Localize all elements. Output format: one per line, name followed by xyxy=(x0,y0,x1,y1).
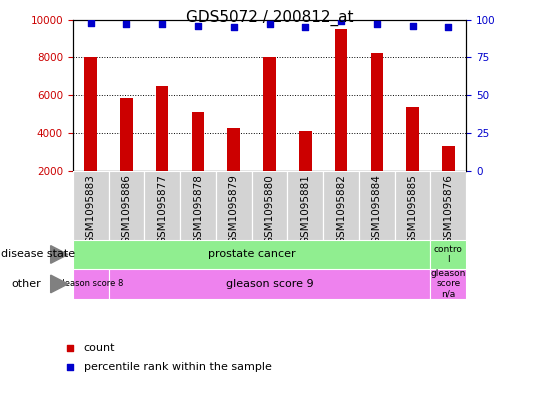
Bar xyxy=(359,171,395,240)
Point xyxy=(372,21,381,28)
Text: GSM1095877: GSM1095877 xyxy=(157,174,167,244)
Bar xyxy=(442,146,454,171)
Bar xyxy=(299,131,312,171)
Point xyxy=(337,18,345,24)
Point xyxy=(122,21,131,28)
Text: disease state: disease state xyxy=(1,250,75,259)
Text: GSM1095878: GSM1095878 xyxy=(193,174,203,244)
Bar xyxy=(431,269,466,299)
Text: gleason score 8: gleason score 8 xyxy=(58,279,124,288)
Bar xyxy=(252,171,287,240)
Bar xyxy=(216,171,252,240)
Point xyxy=(230,24,238,30)
Bar xyxy=(120,98,133,171)
Text: GSM1095879: GSM1095879 xyxy=(229,174,239,244)
Bar xyxy=(227,129,240,171)
Point xyxy=(265,21,274,28)
Point xyxy=(66,364,74,371)
Bar xyxy=(370,53,383,171)
Bar xyxy=(108,269,431,299)
Polygon shape xyxy=(51,246,68,263)
Text: count: count xyxy=(84,343,115,353)
Bar xyxy=(431,171,466,240)
Text: GSM1095884: GSM1095884 xyxy=(372,174,382,244)
Text: contro
l: contro l xyxy=(434,245,463,264)
Text: GSM1095885: GSM1095885 xyxy=(407,174,418,244)
Polygon shape xyxy=(51,275,68,293)
Bar xyxy=(144,171,180,240)
Point xyxy=(194,22,202,29)
Bar xyxy=(108,171,144,240)
Point xyxy=(66,345,74,351)
Text: GSM1095876: GSM1095876 xyxy=(444,174,453,244)
Text: prostate cancer: prostate cancer xyxy=(208,250,295,259)
Point xyxy=(301,24,309,30)
Text: GSM1095881: GSM1095881 xyxy=(300,174,310,244)
Bar xyxy=(73,269,108,299)
Text: percentile rank within the sample: percentile rank within the sample xyxy=(84,362,272,373)
Text: gleason score 9: gleason score 9 xyxy=(226,279,313,289)
Text: GSM1095886: GSM1095886 xyxy=(121,174,132,244)
Bar xyxy=(395,171,431,240)
Bar xyxy=(263,57,276,171)
Text: GSM1095883: GSM1095883 xyxy=(86,174,95,244)
Bar xyxy=(73,171,108,240)
Bar xyxy=(85,57,97,171)
Point xyxy=(158,21,167,28)
Bar xyxy=(335,29,347,171)
Bar xyxy=(287,171,323,240)
Text: GSM1095880: GSM1095880 xyxy=(265,174,274,244)
Bar xyxy=(431,240,466,269)
Bar xyxy=(192,112,204,171)
Point xyxy=(444,24,453,30)
Text: other: other xyxy=(12,279,42,289)
Text: gleason
score
n/a: gleason score n/a xyxy=(431,269,466,299)
Point xyxy=(86,20,95,26)
Text: GSM1095882: GSM1095882 xyxy=(336,174,346,244)
Bar xyxy=(323,171,359,240)
Text: GDS5072 / 200812_at: GDS5072 / 200812_at xyxy=(186,10,353,26)
Bar xyxy=(180,171,216,240)
Point xyxy=(408,22,417,29)
Bar xyxy=(156,86,169,171)
Bar xyxy=(406,107,419,171)
